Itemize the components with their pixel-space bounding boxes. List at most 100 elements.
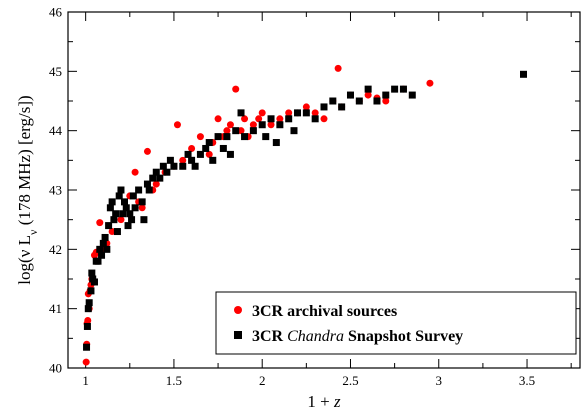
point-snapshot xyxy=(117,186,125,194)
point-snapshot xyxy=(205,139,213,147)
x-tick-label: 2.5 xyxy=(342,373,358,388)
point-archival xyxy=(276,115,284,123)
legend-label-snapshot-a: 3CR xyxy=(252,328,287,345)
x-axis-label: 1 + z xyxy=(307,392,341,411)
legend-label-snapshot-c: Snapshot Survey xyxy=(344,328,463,345)
y-tick-label: 41 xyxy=(49,301,62,316)
point-snapshot xyxy=(119,210,127,218)
point-archival xyxy=(131,168,139,176)
point-archival xyxy=(267,121,275,129)
point-snapshot xyxy=(83,322,91,330)
point-snapshot xyxy=(129,192,137,200)
point-archival xyxy=(237,127,245,135)
point-snapshot xyxy=(131,204,139,212)
point-snapshot xyxy=(391,85,399,93)
point-snapshot xyxy=(122,204,130,212)
point-snapshot xyxy=(128,216,136,224)
point-snapshot xyxy=(108,198,116,206)
point-snapshot xyxy=(338,103,346,111)
point-snapshot xyxy=(98,251,106,259)
point-snapshot xyxy=(163,168,171,176)
axis-ticks: 1 1.5 2 2.5 3 3.5 40 41 42 43 44 45 46 xyxy=(49,5,580,388)
point-snapshot xyxy=(159,162,167,170)
point-archival xyxy=(232,85,240,93)
point-snapshot xyxy=(364,85,372,93)
point-snapshot xyxy=(83,343,91,351)
point-snapshot xyxy=(311,115,319,123)
point-snapshot xyxy=(112,210,120,218)
point-snapshot xyxy=(138,198,146,206)
legend: 3CR archival sources 3CR Chandra Snapsho… xyxy=(215,291,577,355)
legend-label-snapshot: 3CR Chandra Snapshot Survey xyxy=(252,328,463,345)
point-archival xyxy=(82,358,90,366)
legend-box xyxy=(215,291,577,355)
point-archival xyxy=(138,204,146,212)
point-snapshot xyxy=(196,150,204,158)
point-snapshot xyxy=(219,144,227,152)
point-snapshot xyxy=(143,180,151,188)
x-tick-label: 1.5 xyxy=(166,373,182,388)
point-archival xyxy=(188,144,196,152)
point-snapshot xyxy=(149,174,157,182)
point-snapshot xyxy=(124,222,132,230)
point-archival xyxy=(302,103,310,111)
y-tick-label: 44 xyxy=(49,123,63,138)
y-tick-label: 42 xyxy=(49,242,62,257)
point-archival xyxy=(285,109,293,117)
point-snapshot xyxy=(209,156,217,164)
point-snapshot xyxy=(166,156,174,164)
y-tick-label: 45 xyxy=(49,64,62,79)
point-snapshot xyxy=(276,121,284,129)
point-snapshot xyxy=(96,245,104,253)
point-snapshot xyxy=(214,133,222,141)
point-snapshot xyxy=(156,174,164,182)
point-snapshot xyxy=(237,109,245,117)
point-snapshot xyxy=(110,216,118,224)
point-snapshot xyxy=(294,109,302,117)
point-archival xyxy=(143,147,151,155)
y-axis-label: log(ν Lν (178 MHz) [erg/s]) xyxy=(15,95,40,284)
point-archival xyxy=(258,109,266,117)
x-tick-label: 1 xyxy=(82,373,89,388)
point-snapshot xyxy=(145,186,153,194)
point-archival xyxy=(108,228,116,236)
point-archival xyxy=(249,121,257,129)
point-snapshot xyxy=(84,305,92,313)
x-tick-label: 3 xyxy=(436,373,443,388)
point-snapshot xyxy=(126,210,134,218)
y-tick-label: 46 xyxy=(49,5,63,20)
point-snapshot xyxy=(267,115,275,123)
point-archival xyxy=(205,150,213,158)
point-snapshot xyxy=(258,121,266,129)
point-snapshot xyxy=(262,133,270,141)
point-snapshot xyxy=(94,257,102,265)
point-snapshot xyxy=(170,162,178,170)
point-archival xyxy=(320,115,328,123)
legend-label-snapshot-b: Chandra xyxy=(287,328,344,345)
point-archival xyxy=(364,91,372,99)
point-snapshot xyxy=(285,115,293,123)
point-snapshot xyxy=(232,127,240,135)
point-snapshot xyxy=(105,222,113,230)
point-archival xyxy=(117,216,125,224)
point-snapshot xyxy=(120,198,128,206)
point-snapshot xyxy=(355,97,363,105)
point-snapshot xyxy=(290,127,298,135)
point-snapshot xyxy=(223,133,231,141)
point-archival xyxy=(241,115,249,123)
point-snapshot xyxy=(188,156,196,164)
point-snapshot xyxy=(103,245,111,253)
point-archival xyxy=(196,133,204,141)
legend-marker-square xyxy=(234,331,242,339)
point-snapshot xyxy=(272,139,280,147)
point-snapshot xyxy=(191,162,199,170)
legend-label-archival: 3CR archival sources xyxy=(252,303,397,320)
point-snapshot xyxy=(329,97,337,105)
point-snapshot xyxy=(520,70,528,78)
point-snapshot xyxy=(202,144,210,152)
point-snapshot xyxy=(140,216,148,224)
point-snapshot xyxy=(226,150,234,158)
point-archival xyxy=(96,219,104,227)
point-archival xyxy=(226,121,234,129)
